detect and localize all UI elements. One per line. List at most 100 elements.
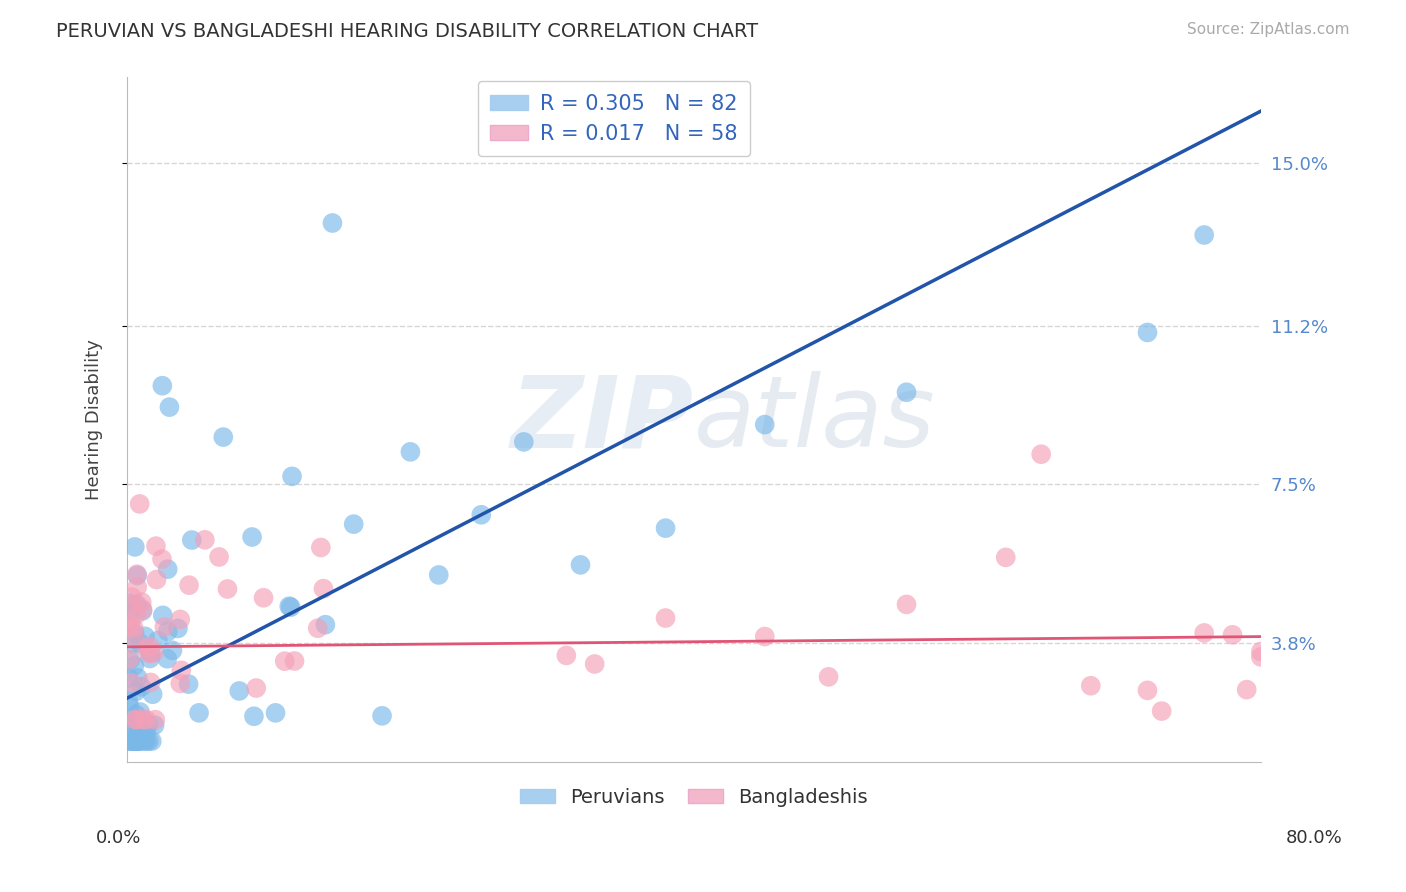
- Text: 0.0%: 0.0%: [96, 829, 141, 847]
- Point: [121, 636, 143, 650]
- Point: [150, 378, 173, 392]
- Point: [131, 680, 153, 694]
- Point: [132, 734, 155, 748]
- Point: [1236, 682, 1258, 697]
- Point: [122, 734, 145, 748]
- Point: [122, 621, 145, 635]
- Point: [817, 670, 839, 684]
- Point: [278, 599, 301, 614]
- Point: [122, 631, 145, 645]
- Point: [208, 549, 231, 564]
- Point: [120, 616, 142, 631]
- Point: [162, 643, 184, 657]
- Point: [240, 530, 263, 544]
- Point: [754, 417, 776, 432]
- Point: [283, 654, 305, 668]
- Point: [654, 521, 676, 535]
- Point: [124, 734, 146, 748]
- Point: [188, 706, 211, 720]
- Point: [245, 681, 267, 695]
- Point: [127, 734, 149, 748]
- Point: [128, 734, 150, 748]
- Point: [309, 541, 332, 555]
- Point: [125, 727, 148, 741]
- Point: [125, 684, 148, 698]
- Point: [129, 636, 152, 650]
- Text: Source: ZipAtlas.com: Source: ZipAtlas.com: [1187, 22, 1350, 37]
- Point: [156, 624, 179, 639]
- Point: [399, 445, 422, 459]
- Point: [127, 725, 149, 739]
- Point: [139, 646, 162, 660]
- Point: [118, 652, 141, 666]
- Point: [125, 713, 148, 727]
- Point: [127, 598, 149, 612]
- Point: [120, 734, 142, 748]
- Point: [139, 651, 162, 665]
- Point: [754, 630, 776, 644]
- Point: [121, 597, 143, 611]
- Point: [120, 604, 142, 618]
- Point: [177, 578, 200, 592]
- Point: [312, 582, 335, 596]
- Point: [132, 713, 155, 727]
- Point: [118, 699, 141, 714]
- Point: [143, 713, 166, 727]
- Point: [169, 676, 191, 690]
- Point: [1222, 628, 1244, 642]
- Point: [1250, 649, 1272, 664]
- Point: [117, 694, 139, 708]
- Point: [117, 596, 139, 610]
- Point: [274, 654, 297, 668]
- Point: [121, 590, 143, 604]
- Point: [280, 600, 302, 615]
- Point: [212, 430, 235, 444]
- Point: [138, 734, 160, 748]
- Point: [1250, 644, 1272, 658]
- Text: atlas: atlas: [695, 371, 935, 468]
- Point: [153, 620, 176, 634]
- Point: [180, 533, 202, 547]
- Point: [138, 640, 160, 654]
- Point: [1192, 227, 1215, 242]
- Text: PERUVIAN VS BANGLADESHI HEARING DISABILITY CORRELATION CHART: PERUVIAN VS BANGLADESHI HEARING DISABILI…: [56, 22, 758, 41]
- Point: [1150, 704, 1173, 718]
- Point: [307, 621, 329, 635]
- Point: [135, 734, 157, 748]
- Point: [125, 734, 148, 748]
- Point: [138, 647, 160, 661]
- Point: [120, 675, 142, 690]
- Point: [177, 677, 200, 691]
- Point: [128, 726, 150, 740]
- Point: [264, 706, 287, 720]
- Point: [134, 629, 156, 643]
- Point: [152, 608, 174, 623]
- Point: [243, 709, 266, 723]
- Point: [994, 550, 1017, 565]
- Point: [124, 626, 146, 640]
- Point: [156, 652, 179, 666]
- Text: ZIP: ZIP: [510, 371, 695, 468]
- Point: [125, 607, 148, 622]
- Point: [513, 434, 536, 449]
- Point: [135, 725, 157, 739]
- Point: [314, 617, 336, 632]
- Point: [128, 734, 150, 748]
- Point: [117, 734, 139, 748]
- Point: [128, 497, 150, 511]
- Point: [167, 621, 190, 635]
- Point: [143, 718, 166, 732]
- Point: [654, 611, 676, 625]
- Point: [125, 567, 148, 582]
- Point: [120, 718, 142, 732]
- Point: [569, 558, 592, 572]
- Point: [1136, 326, 1159, 340]
- Point: [141, 734, 163, 748]
- Point: [128, 734, 150, 748]
- Point: [371, 708, 394, 723]
- Point: [555, 648, 578, 663]
- Point: [169, 612, 191, 626]
- Text: 80.0%: 80.0%: [1286, 829, 1343, 847]
- Point: [124, 734, 146, 748]
- Point: [131, 595, 153, 609]
